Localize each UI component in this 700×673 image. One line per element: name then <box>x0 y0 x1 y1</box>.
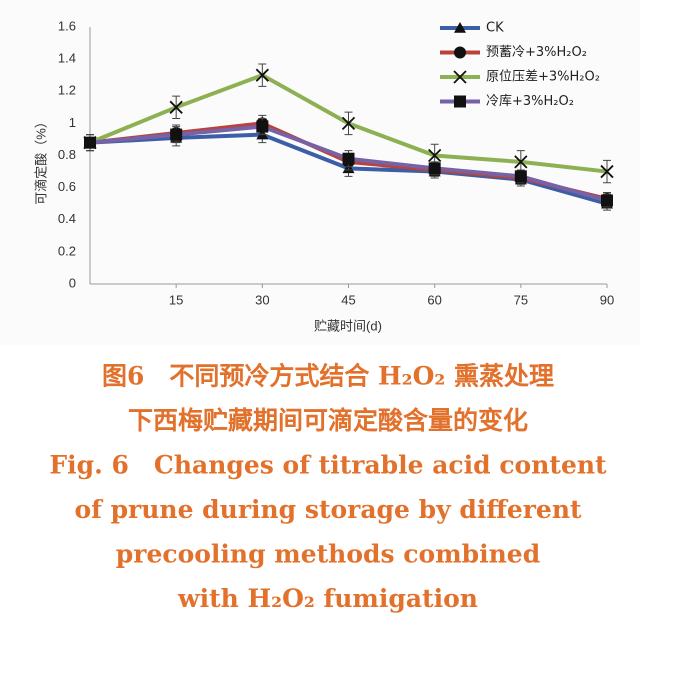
y-tick-label: 0.4 <box>58 211 76 226</box>
caption-line: Fig. 6 Changes of titrable acid content <box>49 451 607 480</box>
marker <box>342 152 355 165</box>
marker <box>255 68 269 82</box>
x-axis-title: 贮藏时间(d) <box>314 318 382 333</box>
caption-line: precooling methods combined <box>116 540 540 569</box>
marker <box>454 22 466 33</box>
caption-line: 图6 不同预冷方式结合 H₂O₂ 熏蒸处理 <box>102 362 554 391</box>
y-axis-title: 可滴定酸（%） <box>33 115 48 205</box>
x-tick-label: 60 <box>427 292 441 307</box>
marker <box>256 120 269 133</box>
chart-background <box>0 0 640 345</box>
marker <box>514 170 527 183</box>
marker <box>169 100 183 114</box>
caption-line: with H₂O₂ fumigation <box>177 584 478 613</box>
legend-label: 原位压差+3%H₂O₂ <box>486 70 600 85</box>
legend-label: 预蓄冷+3%H₂O₂ <box>486 45 587 60</box>
marker <box>454 46 466 59</box>
marker <box>341 116 356 131</box>
y-tick-label: 1 <box>69 115 76 130</box>
marker <box>428 162 441 175</box>
marker <box>170 128 183 141</box>
marker <box>454 95 466 108</box>
marker <box>601 194 613 207</box>
marker <box>453 70 467 84</box>
marker <box>514 155 528 169</box>
marker <box>600 164 614 179</box>
x-tick-label: 45 <box>341 292 355 307</box>
y-tick-label: 1.4 <box>58 51 76 66</box>
y-tick-label: 0 <box>69 275 76 290</box>
legend-label: 冷库+3%H₂O₂ <box>486 93 574 109</box>
x-tick-label: 90 <box>600 292 614 307</box>
x-tick-label: 15 <box>169 292 183 307</box>
y-tick-label: 1.6 <box>58 18 76 33</box>
legend-label: CK <box>486 21 504 36</box>
marker <box>428 148 442 163</box>
y-tick-label: 0.2 <box>58 243 76 258</box>
caption-line: of prune during storage by different <box>74 495 582 524</box>
caption-line: 下西梅贮藏期间可滴定酸含量的变化 <box>128 406 528 435</box>
y-tick-label: 1.2 <box>58 83 76 98</box>
y-tick-label: 0.8 <box>58 147 76 162</box>
marker <box>84 136 96 149</box>
y-tick-label: 0.6 <box>58 179 76 194</box>
x-tick-label: 75 <box>514 292 528 307</box>
x-tick-label: 30 <box>255 292 269 307</box>
